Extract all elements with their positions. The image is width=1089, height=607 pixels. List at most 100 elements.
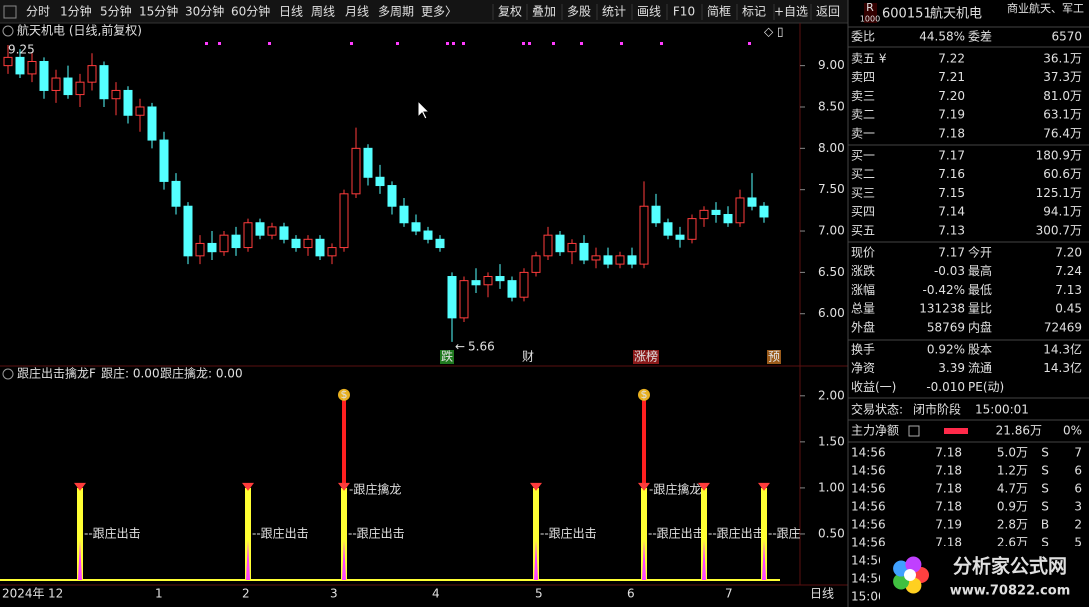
period-tab[interactable]: 15分钟 — [139, 4, 178, 19]
signal-label: --跟庄出击 — [84, 525, 141, 540]
candle-body — [651, 205, 661, 224]
event-marker[interactable]: 涨榜 — [634, 349, 658, 364]
candle-body — [711, 209, 721, 215]
bid-price: 7.13 — [938, 223, 965, 237]
candle-body — [207, 242, 217, 253]
candle-body — [63, 77, 73, 96]
view-icons[interactable]: ◇ ▯ — [764, 25, 784, 39]
trade-volume: 1.2万 — [997, 464, 1028, 478]
event-badge — [440, 350, 454, 364]
trade-time: 14:56 — [851, 464, 886, 478]
field-value: 7.24 — [1055, 264, 1082, 278]
tool-button[interactable]: 返回 — [816, 5, 840, 19]
period-tab[interactable]: 1分钟 — [60, 4, 92, 19]
menu-icon[interactable] — [3, 5, 17, 19]
trade-price: 7.18 — [935, 500, 962, 514]
tool-button[interactable]: 多股 — [567, 5, 591, 19]
tool-button[interactable]: +自选 — [774, 5, 808, 19]
trade-time: 14:56 — [851, 518, 886, 532]
period-tab[interactable]: 周线 — [311, 5, 335, 19]
event-marker[interactable]: 财 — [522, 350, 534, 364]
tool-button[interactable]: 统计 — [602, 5, 626, 19]
y-tick-label: 0.50 — [818, 526, 845, 540]
collapse-icon[interactable] — [2, 25, 14, 37]
signal-icon — [74, 482, 86, 491]
dragon-label: -跟庄擒龙 — [349, 481, 401, 496]
stock-name: 航天机电 — [930, 6, 982, 22]
field-value: 6570 — [1051, 30, 1082, 44]
tool-button[interactable]: F10 — [673, 5, 695, 19]
ask-volume: 37.3万 — [1043, 70, 1082, 84]
period-tab[interactable]: 多周期 — [378, 5, 414, 19]
candle-body — [231, 234, 241, 249]
candle-body — [699, 209, 709, 220]
candle-body — [483, 276, 493, 286]
date-label: 5 — [535, 587, 543, 601]
event-marker[interactable]: 预 — [768, 350, 780, 364]
candle-body — [399, 205, 409, 224]
watermark-logo — [905, 556, 922, 573]
field-label: 收益(一) — [851, 380, 896, 394]
period-tab[interactable]: 分时 — [26, 5, 50, 19]
period-tab[interactable]: 更多〉 — [421, 5, 457, 19]
candle-body — [435, 238, 445, 249]
candle-body — [111, 89, 121, 100]
y-tick-label: 8.50 — [818, 99, 845, 113]
candle-body — [27, 61, 37, 75]
candle-body — [387, 185, 397, 207]
candle-body — [519, 271, 529, 298]
y-tick-label: 6.00 — [818, 306, 845, 320]
candle-body — [15, 56, 25, 75]
ask-price: 7.21 — [938, 70, 965, 84]
tool-button[interactable]: 复权 — [498, 5, 522, 19]
indicator-legend: 跟庄擒龙: 0.00 — [160, 366, 243, 381]
tool-button[interactable]: 简框 — [707, 5, 731, 19]
signal-label: --跟庄出击 — [648, 525, 705, 540]
field-value: 7.20 — [1055, 246, 1082, 260]
candle-body — [687, 218, 697, 240]
trade-side: S — [1041, 464, 1049, 478]
trade-time: 14:56 — [851, 482, 886, 496]
trade-volume: 5.0万 — [997, 446, 1028, 460]
event-marker[interactable]: 跌 — [441, 349, 453, 364]
date-label: 6 — [627, 587, 635, 601]
period-tab[interactable]: 月线 — [345, 5, 369, 19]
field-label: PE(动) — [968, 380, 1004, 394]
collapse-icon[interactable] — [2, 368, 14, 380]
bid-price: 7.17 — [938, 149, 965, 163]
date-label: 1 — [155, 587, 163, 601]
tool-button[interactable]: 标记 — [742, 5, 766, 19]
date-label: 2 — [242, 587, 250, 601]
y-tick-label: 2.00 — [818, 388, 845, 402]
badge-text: R — [866, 1, 874, 14]
event-badge — [633, 350, 659, 364]
period-tab[interactable]: 5分钟 — [100, 4, 132, 19]
flow-label: 主力净额 — [851, 424, 899, 438]
candle-body — [51, 77, 61, 91]
candle-body — [183, 205, 193, 257]
trade-side: S — [1041, 536, 1049, 550]
field-label: 最低 — [968, 283, 992, 297]
field-value: 44.58% — [919, 30, 965, 44]
flow-percent: 0% — [1063, 424, 1082, 438]
tool-button[interactable]: 画线 — [637, 5, 661, 19]
field-label: 最高 — [968, 263, 992, 278]
period-tab[interactable]: 30分钟 — [185, 4, 224, 19]
tool-button[interactable]: 叠加 — [532, 5, 556, 19]
signal-base — [534, 540, 538, 580]
period-tab[interactable]: 日线 — [279, 5, 303, 19]
candle-body — [99, 65, 109, 100]
ask-price: 7.22 — [938, 52, 965, 66]
dragon-label: -跟庄擒龙 — [649, 481, 701, 496]
period-label: 日线 — [810, 587, 834, 601]
field-value: 0.45 — [1055, 302, 1082, 316]
field-value: 14.3亿 — [1043, 342, 1082, 357]
ask-label: 卖一 — [851, 126, 875, 140]
period-tab[interactable]: 60分钟 — [231, 4, 270, 19]
candle-body — [267, 226, 277, 236]
field-label: 总量 — [851, 302, 875, 316]
field-value: -0.42% — [923, 283, 965, 297]
candle-body — [759, 205, 769, 218]
